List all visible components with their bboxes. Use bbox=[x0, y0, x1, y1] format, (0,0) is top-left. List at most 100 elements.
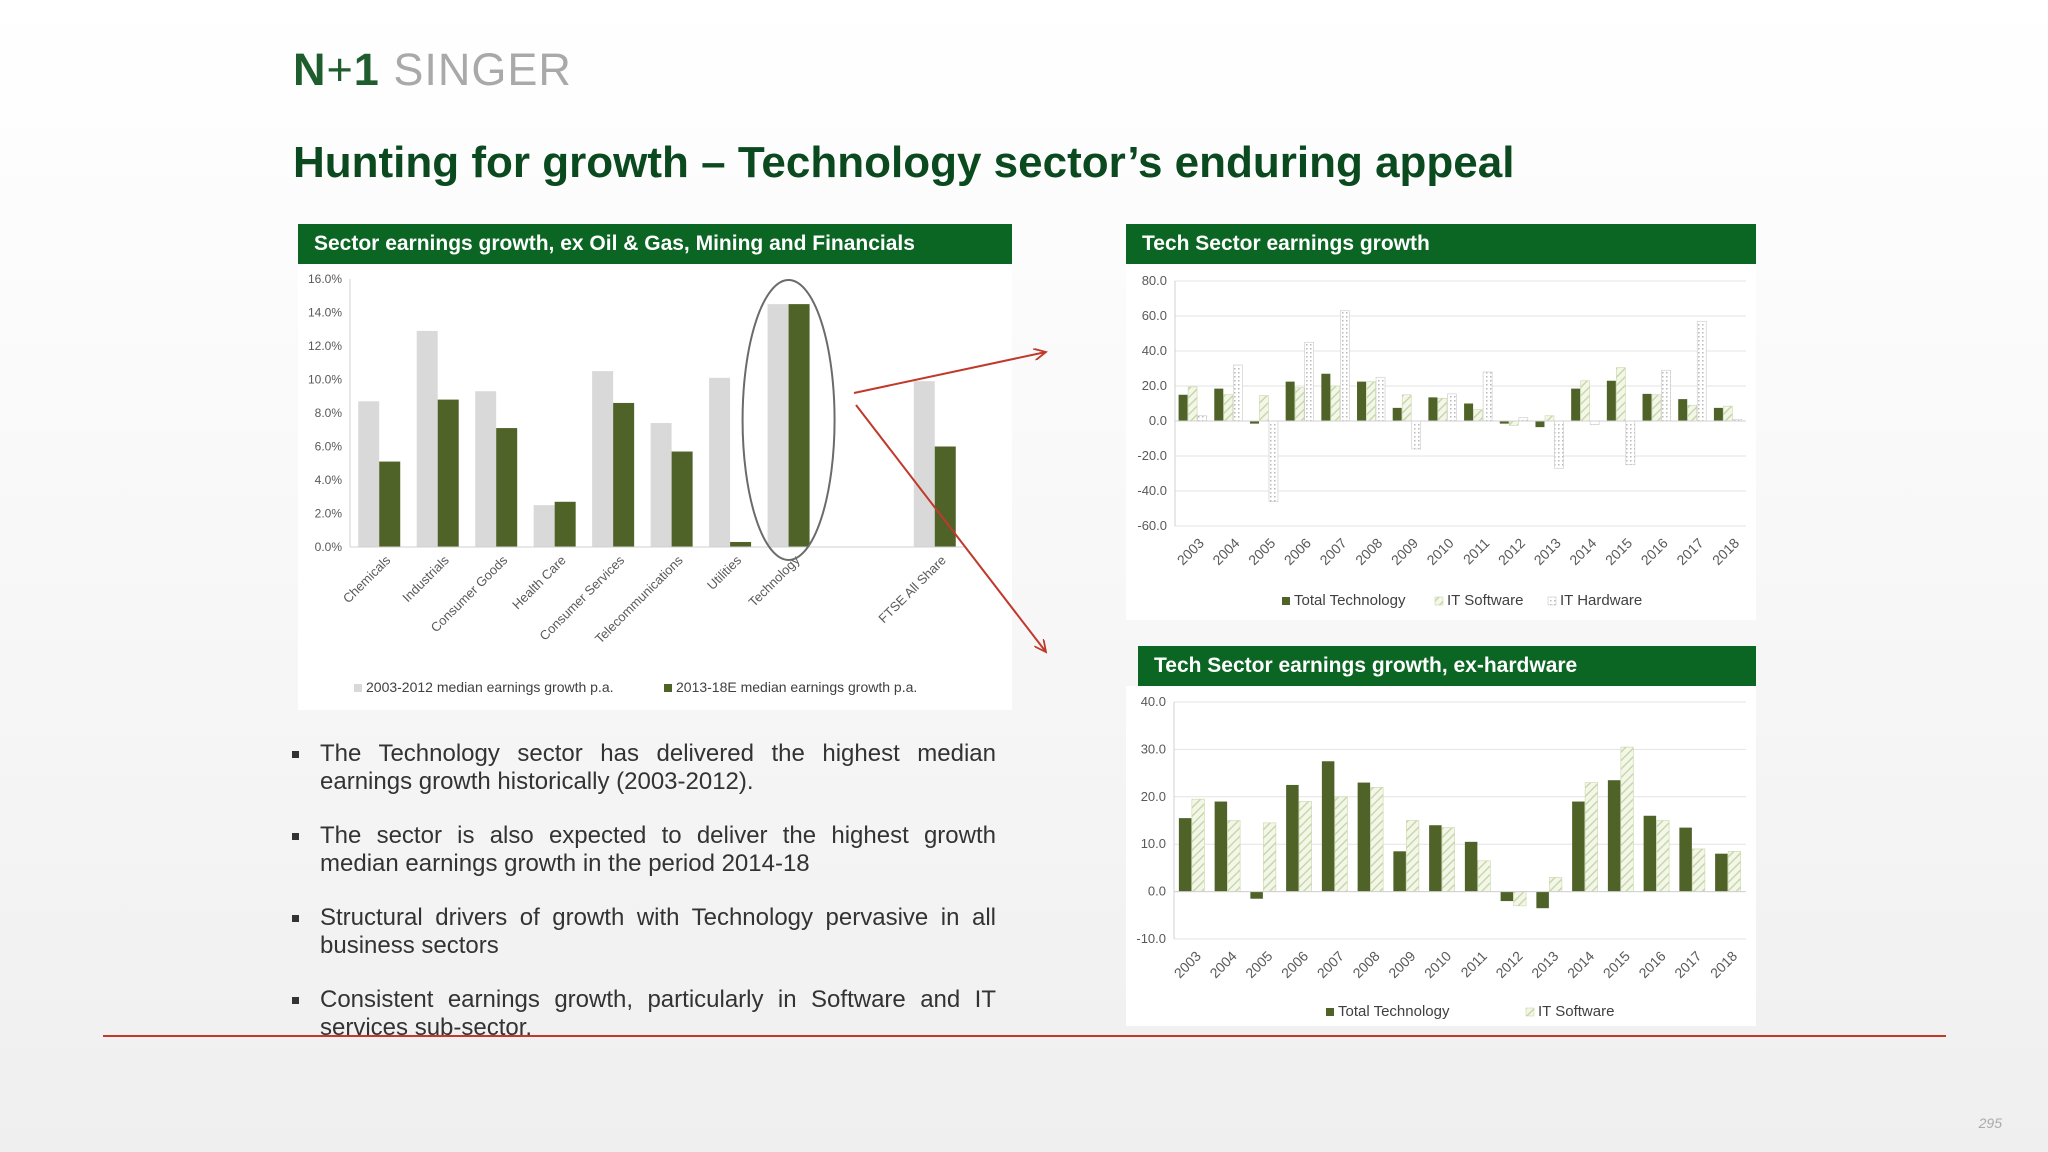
y-tick-label: 10.0% bbox=[308, 373, 342, 387]
bar bbox=[1357, 381, 1367, 421]
bar bbox=[1696, 320, 1707, 422]
y-tick-label: 8.0% bbox=[315, 406, 343, 420]
bar bbox=[1178, 394, 1188, 421]
y-tick-label: 14.0% bbox=[308, 306, 342, 320]
x-tick-label: 2016 bbox=[1638, 535, 1671, 568]
logo-singer: SINGER bbox=[379, 44, 572, 95]
bar bbox=[1429, 825, 1442, 892]
bar bbox=[1589, 420, 1600, 425]
tech-exhw-chart-title: Tech Sector earnings growth, ex-hardware bbox=[1138, 646, 1756, 686]
logo-plus: + bbox=[326, 44, 354, 95]
logo-one: 1 bbox=[353, 44, 380, 95]
bullet-text: The Technology sector has delivered the … bbox=[320, 740, 996, 795]
bar bbox=[416, 330, 438, 547]
y-tick-label: -20.0 bbox=[1137, 448, 1167, 463]
x-tick-label: 2010 bbox=[1421, 948, 1454, 981]
bar bbox=[1401, 394, 1412, 422]
bar bbox=[1584, 782, 1598, 892]
legend-label: Total Technology bbox=[1294, 592, 1406, 609]
bar bbox=[1428, 397, 1438, 421]
x-tick-label: 2015 bbox=[1600, 948, 1633, 981]
bar bbox=[1366, 381, 1376, 422]
y-tick-label: 2.0% bbox=[315, 507, 343, 521]
x-tick-label: 2010 bbox=[1423, 535, 1456, 568]
bullet-text: The sector is also expected to deliver t… bbox=[320, 822, 996, 877]
bar bbox=[592, 371, 614, 547]
bar bbox=[437, 399, 459, 547]
bullet-item: Structural drivers of growth with Techno… bbox=[290, 904, 996, 960]
bar bbox=[1464, 403, 1474, 421]
bar bbox=[1687, 404, 1698, 422]
x-tick-label: 2008 bbox=[1352, 535, 1385, 568]
bar bbox=[1544, 415, 1555, 422]
page-title: Hunting for growth – Technology sector’s… bbox=[293, 138, 1515, 187]
bar bbox=[1304, 341, 1314, 422]
bar bbox=[913, 381, 935, 547]
bar bbox=[650, 423, 672, 547]
logo-n: N bbox=[293, 44, 327, 95]
bullet-item: The sector is also expected to deliver t… bbox=[290, 822, 996, 878]
bar bbox=[1679, 827, 1692, 892]
bar bbox=[1620, 746, 1634, 892]
bar bbox=[767, 304, 789, 547]
bullet-marker bbox=[292, 751, 299, 758]
bar bbox=[788, 304, 810, 547]
bar bbox=[1227, 820, 1241, 892]
bar bbox=[379, 461, 401, 547]
bar bbox=[554, 501, 576, 547]
bullet-marker bbox=[292, 915, 299, 922]
tech-exhw-chart: -10.0 0.0 10.0 20.0 30.0 40.0 2003 2004 2005 2006… bbox=[1136, 694, 1746, 1020]
bar bbox=[1268, 420, 1279, 502]
bar bbox=[1572, 801, 1585, 892]
bar bbox=[1223, 394, 1234, 422]
x-tick-label: 2003 bbox=[1174, 535, 1207, 568]
bar bbox=[1607, 780, 1621, 892]
bullet-item: Consistent earnings growth, particularly… bbox=[290, 986, 996, 1042]
y-tick-label: 60.0 bbox=[1142, 308, 1167, 323]
legend-swatch bbox=[1525, 1007, 1535, 1017]
bar bbox=[1692, 848, 1706, 892]
bar bbox=[613, 402, 635, 547]
x-tick-label: 2011 bbox=[1457, 948, 1490, 981]
y-tick-label: 40.0 bbox=[1141, 694, 1166, 709]
y-tick-label: -40.0 bbox=[1137, 483, 1167, 498]
bar bbox=[1518, 417, 1529, 422]
bar bbox=[709, 377, 731, 547]
bar bbox=[1375, 376, 1386, 422]
sector-earnings-chart: 0.0% 2.0% 4.0% 6.0% 8.0% 10.0% 12.0% 14.0% 16.0%… bbox=[308, 272, 964, 695]
bar bbox=[1580, 380, 1590, 422]
y-tick-label: 0.0 bbox=[1149, 413, 1167, 428]
x-tick-label: 2003 bbox=[1171, 948, 1204, 981]
bar bbox=[1656, 820, 1670, 892]
x-tick-label: Health Care bbox=[509, 553, 569, 613]
legend-label: 2013-18E median earnings growth p.a. bbox=[676, 679, 917, 695]
x-tick-label: 2004 bbox=[1206, 948, 1239, 981]
bar bbox=[1321, 373, 1331, 421]
bar bbox=[1214, 388, 1224, 421]
bar bbox=[1441, 827, 1455, 892]
x-tick-label: 2009 bbox=[1385, 948, 1418, 981]
bar bbox=[1286, 784, 1299, 892]
bar bbox=[1214, 801, 1228, 892]
y-tick-label: 12.0% bbox=[308, 339, 342, 353]
bar bbox=[730, 541, 752, 547]
bar bbox=[496, 428, 518, 547]
x-tick-label: 2014 bbox=[1566, 535, 1599, 568]
bar bbox=[358, 401, 380, 547]
bullet-text: Consistent earnings growth, particularly… bbox=[320, 986, 996, 1041]
legend-swatch bbox=[354, 684, 362, 692]
bar bbox=[1643, 815, 1657, 892]
bar bbox=[671, 451, 693, 547]
bar bbox=[1259, 395, 1269, 422]
bar bbox=[533, 505, 555, 547]
x-tick-label: 2017 bbox=[1671, 948, 1704, 981]
bar bbox=[1715, 853, 1728, 892]
bar bbox=[1727, 851, 1741, 892]
x-tick-label: 2014 bbox=[1564, 948, 1597, 981]
legend-label: IT Software bbox=[1538, 1003, 1614, 1020]
bar bbox=[475, 391, 497, 547]
bar bbox=[1285, 381, 1295, 421]
bar bbox=[934, 446, 956, 547]
bullet-item: The Technology sector has delivered the … bbox=[290, 740, 996, 796]
